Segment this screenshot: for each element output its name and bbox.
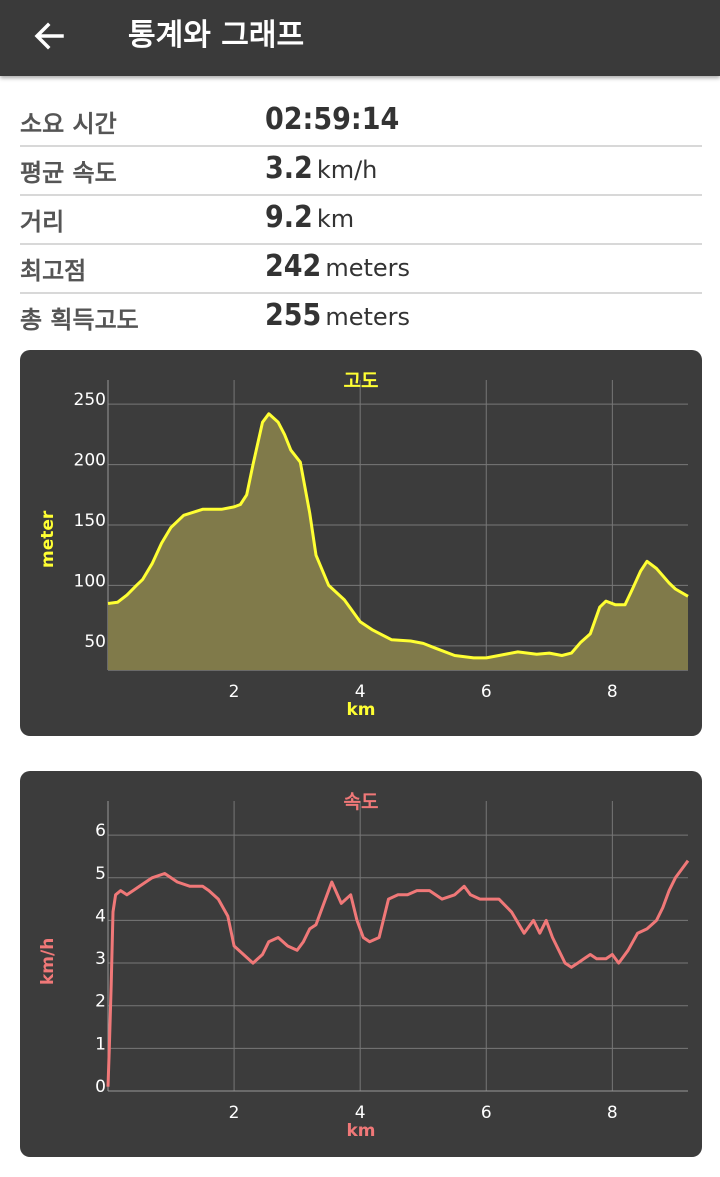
stat-row-max-altitude: 최고점 242 meters xyxy=(20,245,702,294)
stat-row-distance: 거리 9.2 km xyxy=(20,196,702,245)
x-tick-label: 6 xyxy=(481,1103,492,1123)
chart-title: 속도 xyxy=(343,791,379,813)
stat-value: 3.2 xyxy=(265,151,313,186)
stat-value-group: 255 meters xyxy=(265,298,410,333)
x-tick-label: 2 xyxy=(229,682,240,702)
app-bar: 통계와 그래프 xyxy=(0,0,720,76)
x-tick-label: 2 xyxy=(229,1103,240,1123)
y-tick-label: 50 xyxy=(84,632,106,652)
x-axis-label: km xyxy=(346,1121,376,1141)
chart-title: 고도 xyxy=(343,370,379,392)
stat-value-group: 3.2 km/h xyxy=(265,151,377,186)
altitude-chart-card: 2 4 6 8 50 100 150 200 250 고도 km meter xyxy=(20,350,702,736)
speed-chart-card: 2 4 6 8 0 1 2 3 4 5 6 속도 km km/h xyxy=(20,771,702,1157)
stat-unit: km xyxy=(316,205,355,233)
stat-label: 총 획득고도 xyxy=(20,306,139,334)
stat-row-avg-speed: 평균 속도 3.2 km/h xyxy=(20,147,702,196)
x-tick-label: 6 xyxy=(481,682,492,702)
y-tick-label: 3 xyxy=(95,949,106,969)
y-tick-label: 0 xyxy=(95,1077,106,1097)
y-axis-label: km/h xyxy=(38,937,58,985)
x-tick-label: 8 xyxy=(607,1103,618,1123)
x-axis-label: km xyxy=(346,700,376,720)
y-tick-label: 200 xyxy=(74,451,106,471)
stat-unit: meters xyxy=(325,303,411,331)
series-line xyxy=(107,412,689,660)
stat-unit: meters xyxy=(325,254,411,282)
y-tick-label: 4 xyxy=(95,906,106,926)
stat-unit: km/h xyxy=(316,156,378,184)
x-tick-label: 4 xyxy=(355,1103,366,1123)
y-tick-label: 2 xyxy=(95,992,106,1012)
y-tick-label: 5 xyxy=(95,864,106,884)
stat-value: 242 xyxy=(265,249,322,284)
y-tick-label: 6 xyxy=(95,821,106,841)
stat-value-group: 9.2 km xyxy=(265,200,354,235)
stat-value: 255 xyxy=(265,298,322,333)
arrow-left-icon xyxy=(34,22,64,50)
y-tick-label: 1 xyxy=(95,1034,106,1054)
stat-label: 평균 속도 xyxy=(20,159,117,187)
speed-chart: 2 4 6 8 0 1 2 3 4 5 6 xyxy=(95,801,690,1123)
stat-value-group: 02:59:14 xyxy=(265,102,403,137)
stat-label: 소요 시간 xyxy=(20,110,117,138)
stat-value: 02:59:14 xyxy=(265,102,400,137)
y-axis-label: meter xyxy=(38,510,58,568)
page-title: 통계와 그래프 xyxy=(128,18,305,53)
y-tick-label: 100 xyxy=(74,571,106,591)
stat-row-total-gain: 총 획득고도 255 meters xyxy=(20,294,702,341)
x-tick-label: 4 xyxy=(355,682,366,702)
stat-label: 거리 xyxy=(20,208,65,236)
series-line xyxy=(106,859,690,1087)
area-fill xyxy=(108,413,688,670)
altitude-chart: 2 4 6 8 50 100 150 200 250 xyxy=(74,380,689,702)
stat-label: 최고점 xyxy=(20,257,87,285)
stat-value-group: 242 meters xyxy=(265,249,410,284)
y-tick-label: 250 xyxy=(74,390,106,410)
y-tick-label: 150 xyxy=(74,511,106,531)
back-button[interactable] xyxy=(28,14,72,58)
stats-table: 소요 시간 02:59:14 평균 속도 3.2 km/h 거리 9.2 km 최고… xyxy=(20,98,702,341)
stat-row-duration: 소요 시간 02:59:14 xyxy=(20,98,702,147)
stat-value: 9.2 xyxy=(265,200,313,235)
x-tick-label: 8 xyxy=(607,682,618,702)
